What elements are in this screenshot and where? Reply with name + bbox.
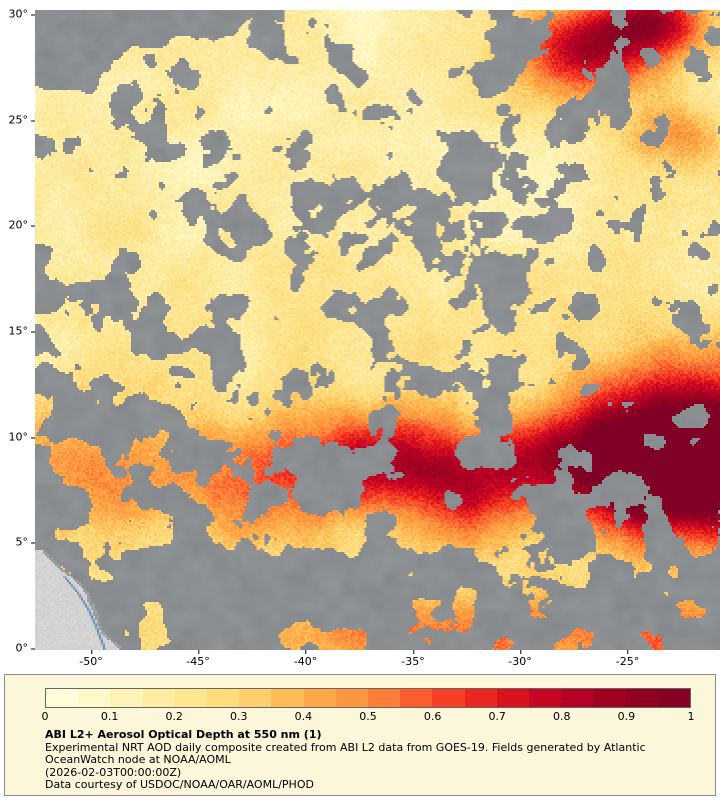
colorbar-segment xyxy=(239,689,272,707)
colorbar-segment xyxy=(207,689,240,707)
colorbar-tick-label: 0.1 xyxy=(100,710,119,723)
colorbar-segment xyxy=(78,689,111,707)
colorbar-segment xyxy=(496,689,530,707)
colorbar-tick-label: 0.3 xyxy=(230,710,248,723)
colorbar-tick-label: 0.5 xyxy=(359,710,377,723)
lon-tick-m40: -40° xyxy=(294,650,317,667)
colorbar-tick-label: 0.4 xyxy=(294,710,313,723)
colorbar-segment xyxy=(110,689,143,707)
lat-tick-0: 0° xyxy=(0,643,35,654)
lat-tick-30: 30° xyxy=(0,9,35,20)
legend-description: Experimental NRT AOD daily composite cre… xyxy=(45,740,646,766)
colorbar-tick-label: 0.9 xyxy=(617,710,636,723)
colorbar-tick-label: 1 xyxy=(687,710,695,723)
legend-title: ABI L2+ Aerosol Optical Depth at 550 nm … xyxy=(45,728,322,741)
lon-tick-m35: -35° xyxy=(401,650,425,667)
lat-tick-25: 25° xyxy=(0,115,35,126)
lat-tick-10: 10° xyxy=(0,432,35,443)
colorbar-tick-label: 0.2 xyxy=(165,710,183,723)
lon-tick-m50: -50° xyxy=(79,650,103,667)
aod-raster-canvas xyxy=(35,10,720,650)
colorbar-segment xyxy=(46,689,79,707)
lon-tick-m30: -30° xyxy=(508,650,532,667)
colorbar xyxy=(45,688,691,708)
colorbar-segment xyxy=(271,689,304,707)
colorbar-tick-label: 0.8 xyxy=(553,710,571,723)
colorbar-segment xyxy=(432,689,465,707)
colorbar-segment xyxy=(368,689,401,707)
legend-timestamp: (2026-02-03T00:00:00Z) xyxy=(45,765,182,779)
lat-tick-20: 20° xyxy=(0,220,35,231)
colorbar-segment xyxy=(400,689,433,707)
colorbar-tick-label: 0.6 xyxy=(423,710,442,723)
colorbar-segment xyxy=(625,689,658,707)
legend-courtesy: Data courtesy of USDOC/NOAA/OAR/AOML/PHO… xyxy=(45,778,314,791)
colorbar-segment xyxy=(529,689,562,707)
lat-tick-15: 15° xyxy=(0,326,35,337)
colorbar-segment xyxy=(464,689,497,707)
lon-tick-m45: -45° xyxy=(186,650,210,667)
colorbar-segment xyxy=(174,689,208,707)
lat-tick-5: 5° xyxy=(0,537,35,548)
colorbar-segment xyxy=(593,689,626,707)
colorbar-segment xyxy=(561,689,594,707)
legend-panel: 0 0.1 0.2 0.3 0.4 0.5 0.6 0.7 0.8 0.9 1 … xyxy=(4,674,716,796)
colorbar-segment xyxy=(657,689,691,707)
colorbar-tick-label: 0.7 xyxy=(488,710,506,723)
lon-tick-m25: -25° xyxy=(616,650,639,667)
colorbar-segment xyxy=(303,689,336,707)
colorbar-segment xyxy=(142,689,175,707)
colorbar-tick-label: 0 xyxy=(41,710,49,723)
legend-text-block: ABI L2+ Aerosol Optical Depth at 550 nm … xyxy=(45,728,707,792)
colorbar-segment xyxy=(335,689,369,707)
